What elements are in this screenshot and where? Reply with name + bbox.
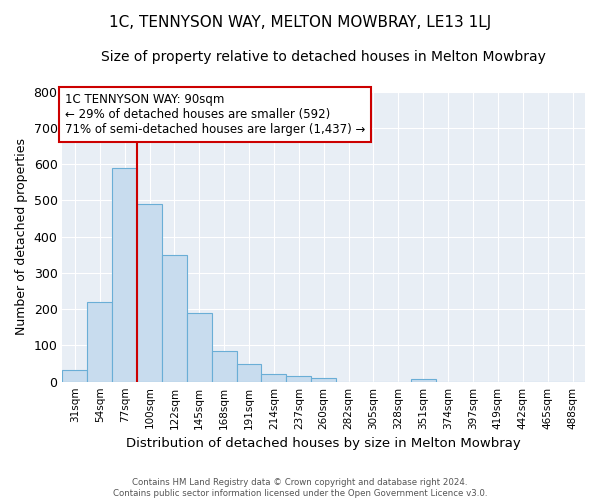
Bar [236,364,262,382]
Bar [62,370,88,382]
Bar [112,168,137,382]
Text: Contains HM Land Registry data © Crown copyright and database right 2024.
Contai: Contains HM Land Registry data © Crown c… [113,478,487,498]
Y-axis label: Number of detached properties: Number of detached properties [15,138,28,335]
Text: 1C TENNYSON WAY: 90sqm
← 29% of detached houses are smaller (592)
71% of semi-de: 1C TENNYSON WAY: 90sqm ← 29% of detached… [65,94,365,136]
Title: Size of property relative to detached houses in Melton Mowbray: Size of property relative to detached ho… [101,50,546,64]
Bar [137,204,162,382]
Bar [162,255,187,382]
Bar [88,302,112,382]
Bar [262,374,286,382]
Bar [411,379,436,382]
Bar [187,313,212,382]
Bar [212,351,236,382]
Bar [286,376,311,382]
Text: 1C, TENNYSON WAY, MELTON MOWBRAY, LE13 1LJ: 1C, TENNYSON WAY, MELTON MOWBRAY, LE13 1… [109,15,491,30]
Bar [311,378,336,382]
X-axis label: Distribution of detached houses by size in Melton Mowbray: Distribution of detached houses by size … [127,437,521,450]
